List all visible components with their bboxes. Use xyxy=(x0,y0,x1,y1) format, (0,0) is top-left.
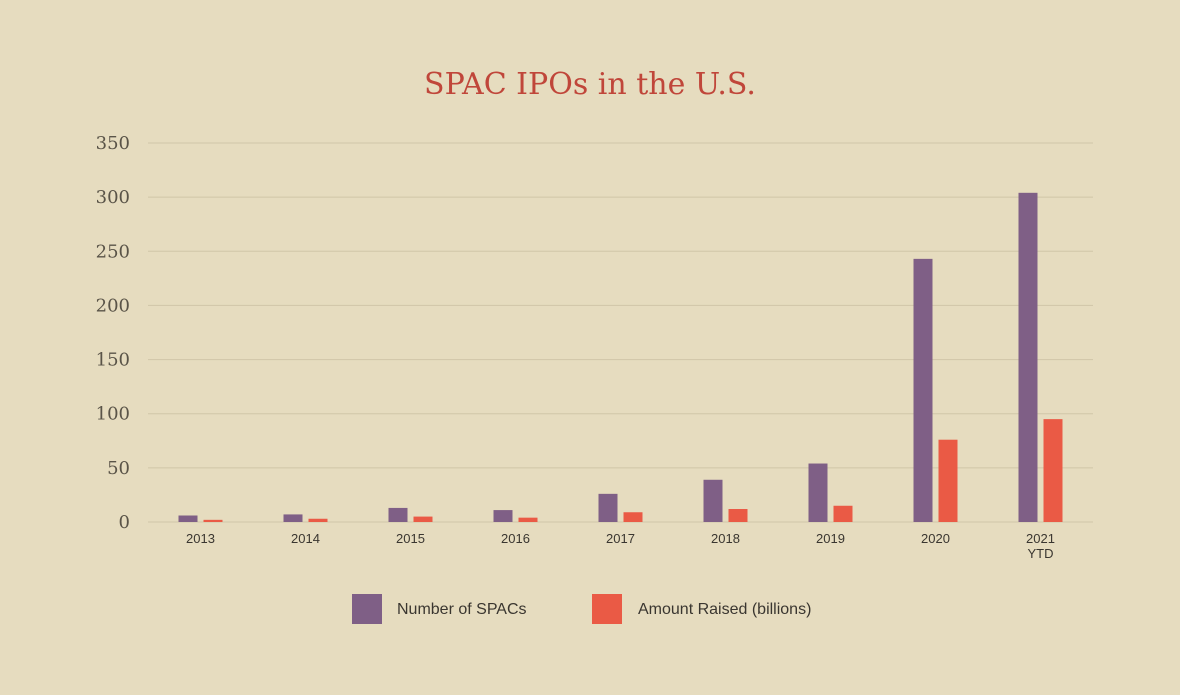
bar-amount-raised xyxy=(728,509,748,522)
x-tick-label: 2017 xyxy=(606,531,635,546)
bars xyxy=(178,192,1063,522)
x-tick-label: 2019 xyxy=(816,531,845,546)
y-tick-label: 100 xyxy=(96,404,130,425)
x-tick-label: 2020 xyxy=(921,531,950,546)
bar-number-of-spacs xyxy=(703,479,723,522)
grid xyxy=(148,142,1093,523)
bar-number-of-spacs xyxy=(493,510,513,522)
y-tick-label: 250 xyxy=(96,241,130,262)
bar-amount-raised xyxy=(203,519,223,522)
legend-label-amount-raised: Amount Raised (billions) xyxy=(638,601,811,618)
x-tick-label: 2015 xyxy=(396,531,425,546)
x-tick-label: 2018 xyxy=(711,531,740,546)
bar-amount-raised xyxy=(518,517,538,522)
legend-swatch-amount-raised xyxy=(592,594,622,624)
y-tick-label: 300 xyxy=(96,187,130,208)
legend-label-number-of-spacs: Number of SPACs xyxy=(397,601,527,618)
chart-title: SPAC IPOs in the U.S. xyxy=(424,67,756,102)
bar-number-of-spacs xyxy=(388,507,408,522)
bar-number-of-spacs xyxy=(598,493,618,522)
bar-number-of-spacs xyxy=(178,515,198,522)
legend: Number of SPACs Amount Raised (billions) xyxy=(352,594,811,624)
bar-amount-raised xyxy=(833,505,853,522)
bar-amount-raised xyxy=(938,439,958,522)
y-tick-label: 150 xyxy=(96,350,130,371)
bar-number-of-spacs xyxy=(283,514,303,522)
bar-number-of-spacs xyxy=(808,463,828,522)
bar-amount-raised xyxy=(623,512,643,522)
bar-number-of-spacs xyxy=(1018,192,1038,522)
y-tick-label: 200 xyxy=(96,295,130,316)
x-tick-label: 2013 xyxy=(186,531,215,546)
bar-amount-raised xyxy=(1043,419,1063,522)
y-tick-label: 0 xyxy=(119,512,130,533)
y-tick-label: 350 xyxy=(96,133,130,154)
bar-number-of-spacs xyxy=(913,258,933,522)
x-tick-label: 2021 YTD xyxy=(1026,531,1055,561)
y-axis: 0 50 100 150 200 250 300 350 xyxy=(96,133,130,533)
x-tick-label: 2014 xyxy=(291,531,320,546)
legend-swatch-number-of-spacs xyxy=(352,594,382,624)
bar-amount-raised xyxy=(308,518,328,522)
bar-amount-raised xyxy=(413,516,433,522)
y-tick-label: 50 xyxy=(107,458,130,479)
x-tick-label: 2016 xyxy=(501,531,530,546)
x-axis: 2013 2014 2015 2016 2017 2018 2019 2020 2021 YTD xyxy=(186,531,1055,561)
